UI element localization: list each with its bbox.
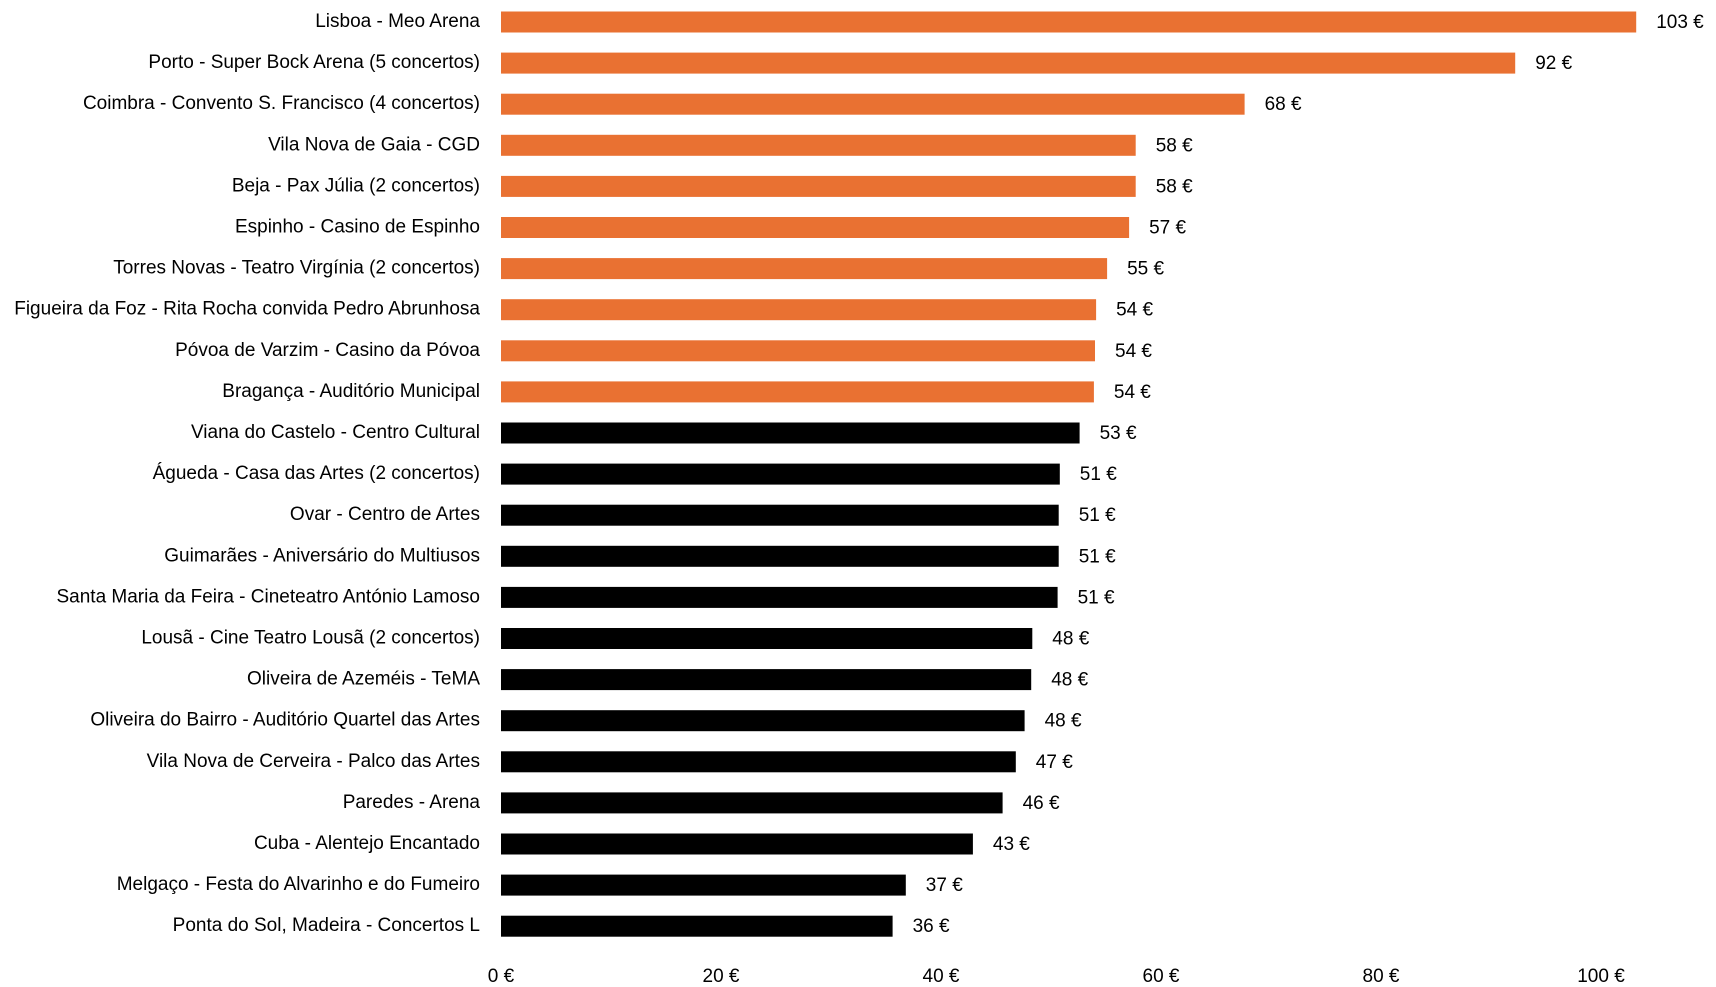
data-label: 53 € xyxy=(1100,423,1137,444)
x-tick-label: 0 € xyxy=(488,966,515,987)
bar xyxy=(501,299,1097,321)
bar xyxy=(501,258,1108,280)
bar xyxy=(501,217,1130,238)
y-tick-label: Bragança - Auditório Municipal xyxy=(222,381,480,402)
y-tick-label: Paredes - Arena xyxy=(343,792,481,813)
x-tick-label: 20 € xyxy=(703,966,740,987)
bar xyxy=(501,504,1059,526)
y-tick-label: Águeda - Casa das Artes (2 concertos) xyxy=(153,463,480,484)
data-label: 57 € xyxy=(1149,218,1186,239)
bar xyxy=(501,52,1516,74)
x-tick-label: 100 € xyxy=(1577,966,1625,987)
y-tick-label: Lisboa - Meo Arena xyxy=(315,11,480,32)
y-tick-label: Figueira da Foz - Rita Rocha convida Ped… xyxy=(14,299,480,320)
data-label: 103 € xyxy=(1656,12,1704,33)
y-tick-label: Póvoa de Varzim - Casino da Póvoa xyxy=(175,340,480,361)
y-tick-label: Porto - Super Bock Arena (5 concertos) xyxy=(148,52,480,73)
data-label: 43 € xyxy=(993,834,1030,855)
y-tick-label: Espinho - Casino de Espinho xyxy=(235,217,480,238)
bar xyxy=(501,545,1059,567)
data-label: 51 € xyxy=(1079,546,1116,567)
y-tick-label: Viana do Castelo - Centro Cultural xyxy=(191,422,480,443)
bar xyxy=(501,11,1637,33)
bar xyxy=(501,874,906,896)
y-tick-label: Coimbra - Convento S. Francisco (4 conce… xyxy=(83,93,480,114)
y-tick-label: Vila Nova de Gaia - CGD xyxy=(268,134,480,155)
data-label: 51 € xyxy=(1079,505,1116,526)
y-tick-label: Santa Maria da Feira - Cineteatro Antóni… xyxy=(56,586,480,607)
bar xyxy=(501,463,1060,485)
data-label: 92 € xyxy=(1535,53,1572,74)
bar xyxy=(501,628,1033,649)
y-tick-label: Vila Nova de Cerveira - Palco das Artes xyxy=(147,751,480,772)
x-tick-label: 80 € xyxy=(1363,966,1400,987)
bar xyxy=(501,381,1094,403)
data-label: 51 € xyxy=(1080,464,1117,485)
y-tick-label: Beja - Pax Júlia (2 concertos) xyxy=(232,175,480,196)
data-label: 47 € xyxy=(1036,752,1073,773)
data-label: 48 € xyxy=(1051,670,1088,691)
bar xyxy=(501,175,1136,197)
x-tick-label: 60 € xyxy=(1143,966,1180,987)
data-label: 68 € xyxy=(1265,94,1302,115)
bar xyxy=(501,422,1080,444)
bar xyxy=(501,915,893,937)
data-label: 36 € xyxy=(913,916,950,937)
data-label: 55 € xyxy=(1127,259,1164,280)
data-label: 48 € xyxy=(1052,629,1089,650)
data-label: 51 € xyxy=(1078,587,1115,608)
y-tick-label: Oliveira do Bairro - Auditório Quartel d… xyxy=(90,710,480,731)
y-tick-label: Torres Novas - Teatro Virgínia (2 concer… xyxy=(113,258,480,279)
data-label: 46 € xyxy=(1023,793,1060,814)
data-label: 58 € xyxy=(1156,135,1193,156)
y-tick-label: Cuba - Alentejo Encantado xyxy=(254,833,480,854)
y-tick-label: Melgaço - Festa do Alvarinho e do Fumeir… xyxy=(117,874,480,895)
bar xyxy=(501,792,1003,814)
bar xyxy=(501,340,1095,362)
bar xyxy=(501,710,1025,732)
bar xyxy=(501,833,973,855)
data-label: 54 € xyxy=(1116,300,1153,321)
data-label: 58 € xyxy=(1156,176,1193,197)
bar xyxy=(501,751,1016,773)
y-tick-label: Lousã - Cine Teatro Lousã (2 concertos) xyxy=(141,628,480,649)
data-label: 48 € xyxy=(1045,711,1082,732)
bar xyxy=(501,134,1136,156)
y-tick-label: Oliveira de Azeméis - TeMA xyxy=(247,669,480,690)
bar xyxy=(501,93,1245,115)
y-tick-label: Ovar - Centro de Artes xyxy=(290,504,480,525)
y-tick-label: Guimarães - Aniversário do Multiusos xyxy=(164,545,480,566)
bar xyxy=(501,586,1058,608)
bar xyxy=(501,669,1032,691)
data-label: 54 € xyxy=(1114,382,1151,403)
data-label: 54 € xyxy=(1115,341,1152,362)
x-tick-label: 40 € xyxy=(923,966,960,987)
data-label: 37 € xyxy=(926,875,963,896)
y-tick-label: Ponta do Sol, Madeira - Concertos L xyxy=(173,915,480,936)
